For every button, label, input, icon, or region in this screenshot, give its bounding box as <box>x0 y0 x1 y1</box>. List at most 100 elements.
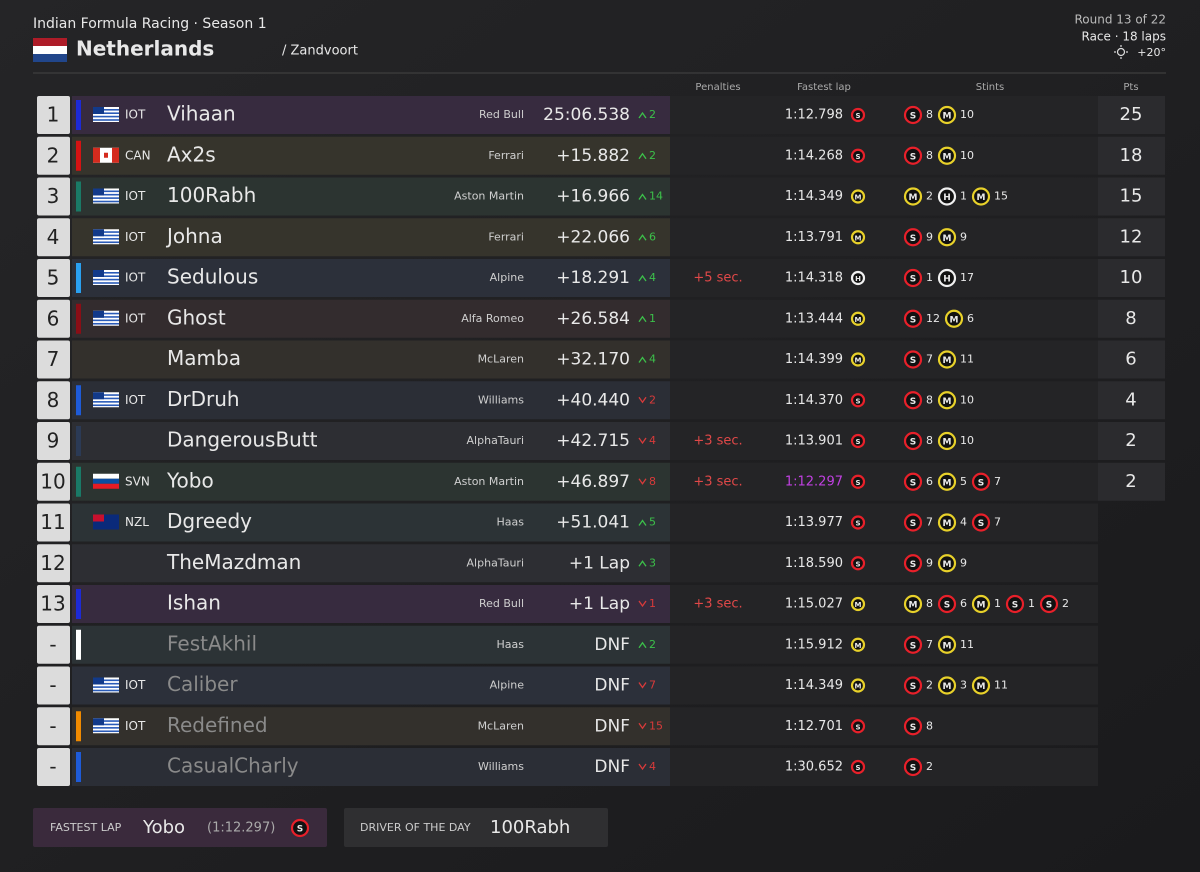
tyre-icon <box>903 146 923 165</box>
race-time: 25:06.538 <box>543 105 630 125</box>
tyre-compound: M <box>943 519 952 529</box>
driver: Dgreedy <box>167 509 252 533</box>
penalty: +3 sec. <box>693 474 742 489</box>
country: Netherlands <box>76 37 214 61</box>
position-change-arrow <box>638 274 647 282</box>
tyre-icon <box>1039 594 1059 614</box>
column-header: Fastest lap <box>797 82 851 93</box>
flag-part <box>93 188 104 196</box>
stint-laps: 7 <box>926 638 933 651</box>
position-change-arrow <box>638 152 647 160</box>
tyre-icon <box>971 594 991 614</box>
stint-laps: 9 <box>926 556 933 569</box>
stint-laps: 7 <box>926 353 933 366</box>
tyre-compound: S <box>855 479 860 487</box>
row-background <box>72 666 670 705</box>
tyre-compound: M <box>943 397 952 407</box>
points-box <box>1098 462 1165 501</box>
tyre-icon <box>903 105 923 125</box>
nation-flag <box>93 473 119 489</box>
flag-part <box>93 730 119 733</box>
stint-laps: 7 <box>994 475 1001 488</box>
position-change-arrow <box>638 437 647 445</box>
tyre-compound: M <box>855 316 862 324</box>
row-background <box>72 544 670 583</box>
tyre-compound: S <box>910 478 916 488</box>
row-background <box>670 666 1098 705</box>
points: 12 <box>1120 226 1143 247</box>
tyre-compound: S <box>855 112 860 120</box>
tyre-compound: S <box>944 601 950 611</box>
race-time: +46.897 <box>556 472 630 492</box>
points-box <box>1098 177 1165 216</box>
row-background <box>670 748 1098 786</box>
stint-laps: 7 <box>994 516 1001 529</box>
stint-laps: 10 <box>960 434 974 447</box>
team: Red Bull <box>479 597 524 610</box>
tyre-icon <box>903 676 923 695</box>
tyre-compound: M <box>943 478 952 488</box>
team-color-bar <box>76 589 81 619</box>
tyre-compound: S <box>855 520 860 528</box>
tyre-compound: S <box>978 478 984 488</box>
row-background <box>72 96 670 134</box>
tyre-compound: S <box>910 438 916 448</box>
tyre-compound: M <box>977 682 986 692</box>
driver: FestAkhil <box>167 631 257 655</box>
row-background <box>670 96 1098 134</box>
flag-part <box>93 310 104 318</box>
tyre-compound: M <box>943 682 952 692</box>
row-background <box>72 625 670 664</box>
position: - <box>49 714 56 738</box>
tyre-compound: M <box>943 641 952 651</box>
tyre-icon <box>971 676 991 695</box>
tyre-icon <box>937 228 957 247</box>
flag-part <box>93 322 119 325</box>
position-box <box>37 625 70 664</box>
position-box <box>37 299 70 338</box>
fastest-lap: 1:13.791 <box>785 230 843 245</box>
row-background <box>670 340 1098 379</box>
tyre-icon <box>937 513 957 532</box>
flag-part <box>93 473 119 479</box>
tyre-compound: H <box>943 193 951 203</box>
race-time: +16.966 <box>556 187 630 207</box>
position-change-arrow <box>638 234 647 241</box>
fastest-lap: 1:30.652 <box>785 760 843 775</box>
tyre-icon <box>850 596 866 612</box>
row-background <box>72 177 670 216</box>
driver: Vihaan <box>167 102 236 126</box>
points-box <box>1098 218 1165 257</box>
stint-laps: 2 <box>1062 597 1069 610</box>
stint-laps: 11 <box>960 638 974 651</box>
nation: IOT <box>125 393 146 407</box>
driver: Ghost <box>167 305 226 329</box>
position: 12 <box>40 551 65 575</box>
position-change: 4 <box>649 434 656 447</box>
race-time: DNF <box>594 716 630 736</box>
driver: CasualCharly <box>167 754 299 778</box>
row-background <box>72 340 670 379</box>
tyre-icon <box>903 513 923 532</box>
points: 2 <box>1125 471 1136 492</box>
tyre-compound: M <box>855 234 862 242</box>
flag-part <box>93 677 104 685</box>
nation: IOT <box>125 189 146 203</box>
flag-part <box>93 229 104 237</box>
race-time: +40.440 <box>556 390 630 410</box>
fastest-lap: 1:14.349 <box>785 189 843 204</box>
points-box <box>1098 422 1165 460</box>
team-color-bar <box>76 263 81 293</box>
row-background <box>670 299 1098 338</box>
position-change-arrow <box>638 763 647 771</box>
fastest-lap: 1:14.349 <box>785 678 843 693</box>
nation: IOT <box>125 271 146 285</box>
race-time: +1 Lap <box>569 553 630 573</box>
tyre-compound: M <box>855 357 862 365</box>
tyre-icon <box>903 431 923 451</box>
race-time: +42.715 <box>556 431 630 451</box>
flag-part <box>93 483 119 489</box>
race-time: +22.066 <box>556 227 630 247</box>
points-box <box>1098 259 1165 297</box>
